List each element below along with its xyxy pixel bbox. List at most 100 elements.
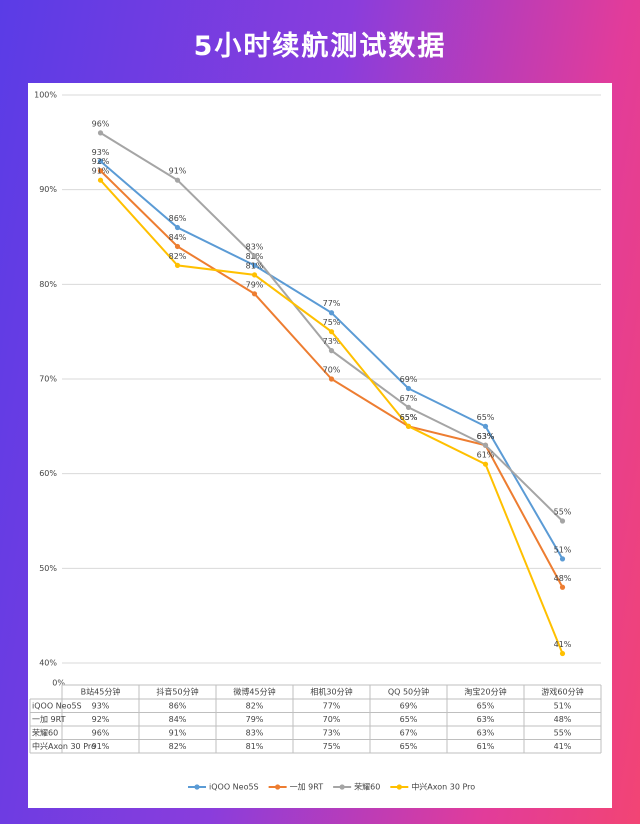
y-tick-label: 40% xyxy=(39,659,57,668)
legend-label: 中兴Axon 30 Pro xyxy=(411,782,475,792)
legend-label: 荣耀60 xyxy=(354,782,380,792)
table-cell: 65% xyxy=(477,701,495,710)
table-cell: 48% xyxy=(554,715,572,724)
series-marker xyxy=(174,243,181,250)
table-header: 淘宝20分钟 xyxy=(464,687,506,697)
series-marker xyxy=(482,442,489,448)
table-cell: 63% xyxy=(477,715,495,724)
table-cell: 61% xyxy=(477,742,495,751)
series-marker xyxy=(97,168,104,174)
y-tick-label: 90% xyxy=(39,185,57,194)
table-cell: 86% xyxy=(169,701,187,710)
table-header: 微博45分钟 xyxy=(233,687,275,697)
series-marker xyxy=(559,556,566,562)
data-label: 41% xyxy=(554,640,572,649)
table-cell: 55% xyxy=(554,728,572,737)
data-label: 92% xyxy=(92,157,110,166)
table-header: B站45分钟 xyxy=(81,687,121,697)
table-cell: 79% xyxy=(246,715,264,724)
series-marker xyxy=(482,461,489,467)
table-cell: 51% xyxy=(554,701,572,710)
series-marker xyxy=(405,404,412,410)
data-label: 70% xyxy=(323,366,341,375)
series-marker xyxy=(328,376,335,382)
table-cell: 63% xyxy=(477,728,495,737)
table-header: QQ 50分钟 xyxy=(388,687,429,697)
table-header: 相机30分钟 xyxy=(310,687,352,697)
chart-panel xyxy=(28,83,612,808)
series-marker xyxy=(174,262,181,268)
axis-base-label: 0% xyxy=(52,679,65,688)
y-tick-label: 50% xyxy=(39,564,57,573)
legend-marker xyxy=(275,784,281,790)
table-cell: 96% xyxy=(92,728,110,737)
data-label: 55% xyxy=(554,508,572,517)
table-cell: 91% xyxy=(92,742,110,751)
data-label: 82% xyxy=(169,252,187,261)
data-label: 86% xyxy=(169,214,187,223)
data-label: 73% xyxy=(323,337,341,346)
data-label: 93% xyxy=(92,148,110,157)
table-cell: 77% xyxy=(323,701,341,710)
table-cell: 65% xyxy=(400,715,418,724)
y-tick-label: 100% xyxy=(34,91,57,100)
table-cell: 41% xyxy=(554,742,572,751)
series-marker xyxy=(328,329,335,335)
legend-label: iQOO Neo5S xyxy=(209,783,259,792)
legend-marker xyxy=(396,784,402,790)
data-label: 65% xyxy=(477,413,495,422)
data-label: 81% xyxy=(246,261,264,270)
table-row-label: 荣耀60 xyxy=(32,727,58,737)
y-tick-label: 80% xyxy=(39,280,57,289)
y-tick-label: 70% xyxy=(39,375,57,384)
data-label: 77% xyxy=(323,299,341,308)
series-marker xyxy=(251,272,258,278)
table-row-label: iQOO Neo5S xyxy=(32,701,82,710)
data-label: 67% xyxy=(400,394,418,403)
table-cell: 82% xyxy=(246,701,264,710)
data-label: 91% xyxy=(92,167,110,176)
y-tick-label: 60% xyxy=(39,469,57,478)
data-label: 65% xyxy=(400,413,418,422)
series-marker xyxy=(559,584,566,590)
table-header: 抖音50分钟 xyxy=(156,687,198,697)
page-title: 5小时续航测试数据 xyxy=(193,31,447,62)
series-marker xyxy=(97,130,104,136)
table-cell: 83% xyxy=(246,728,264,737)
series-marker xyxy=(251,291,258,297)
series-marker xyxy=(97,177,104,183)
series-marker xyxy=(328,310,335,316)
series-marker xyxy=(482,423,489,429)
legend-label: 一加 9RT xyxy=(290,782,324,792)
series-marker xyxy=(251,262,258,268)
data-label: 75% xyxy=(323,318,341,327)
data-label: 69% xyxy=(400,375,418,384)
table-cell: 92% xyxy=(92,715,110,724)
data-label: 96% xyxy=(92,119,110,128)
data-label: 91% xyxy=(169,167,187,176)
series-marker xyxy=(174,224,181,231)
table-cell: 70% xyxy=(323,715,341,724)
data-label: 84% xyxy=(169,233,187,242)
table-cell: 93% xyxy=(92,701,110,710)
table-cell: 75% xyxy=(323,742,341,751)
table-cell: 84% xyxy=(169,715,187,724)
series-marker xyxy=(97,158,104,164)
table-cell: 67% xyxy=(400,728,418,737)
series-marker xyxy=(405,423,412,429)
series-marker xyxy=(328,348,335,354)
table-row-label: 中兴Axon 30 Pro xyxy=(32,741,96,751)
table-cell: 91% xyxy=(169,728,187,737)
data-label: 51% xyxy=(554,545,572,554)
table-cell: 81% xyxy=(246,742,264,751)
legend-marker xyxy=(339,784,345,790)
series-marker xyxy=(174,177,181,183)
table-header: 游戏60分钟 xyxy=(541,687,583,697)
legend-marker xyxy=(194,784,200,790)
table-cell: 73% xyxy=(323,728,341,737)
series-marker xyxy=(559,650,566,657)
data-label: 79% xyxy=(246,280,264,289)
series-marker xyxy=(559,518,566,524)
